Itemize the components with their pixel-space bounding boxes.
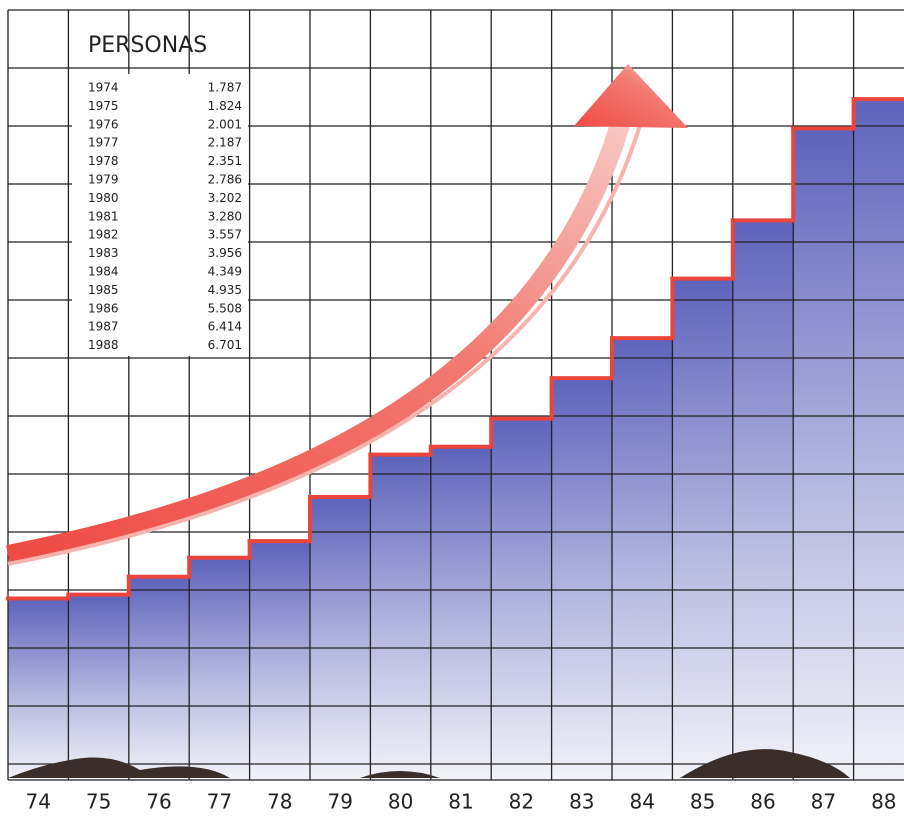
table-value: 3.280 <box>208 209 242 223</box>
x-tick-label: 77 <box>207 790 232 814</box>
table-year: 1979 <box>88 173 119 187</box>
table-year: 1978 <box>88 154 119 168</box>
table-year: 1977 <box>88 136 119 150</box>
step-fill <box>672 278 733 780</box>
step-fill <box>551 378 612 780</box>
table-year: 1986 <box>88 301 119 315</box>
step-fill <box>491 418 552 780</box>
table-value: 2.187 <box>208 136 242 150</box>
step-fill <box>249 541 310 780</box>
step-fill <box>853 99 904 780</box>
table-value: 3.202 <box>208 191 242 205</box>
table-value: 2.351 <box>208 154 242 168</box>
table-value: 6.701 <box>208 338 242 352</box>
table-year: 1985 <box>88 283 119 297</box>
table-year: 1974 <box>88 81 119 95</box>
table-year: 1981 <box>88 209 119 223</box>
table-year: 1987 <box>88 320 119 334</box>
x-tick-label: 74 <box>25 790 50 814</box>
step-fill <box>370 454 431 780</box>
table-year: 1980 <box>88 191 119 205</box>
ground-silhouette <box>360 771 440 778</box>
table-background <box>72 74 248 356</box>
table-value: 6.414 <box>208 320 242 334</box>
step-fill <box>310 496 371 780</box>
x-tick-label: 78 <box>267 790 292 814</box>
x-tick-label: 83 <box>569 790 594 814</box>
ground-silhouette <box>680 749 850 778</box>
table-value: 5.508 <box>208 301 242 315</box>
table-year: 1982 <box>88 228 119 242</box>
step-fill <box>189 557 250 780</box>
x-tick-label: 85 <box>690 790 715 814</box>
x-tick-label: 88 <box>871 790 896 814</box>
table-value: 4.935 <box>208 283 242 297</box>
area-layer <box>8 99 904 781</box>
arrow-shaft <box>6 115 632 565</box>
arrow-shadow <box>7 124 642 566</box>
x-tick-label: 84 <box>629 790 654 814</box>
ground-silhouette <box>8 757 230 778</box>
x-tick-label: 79 <box>327 790 352 814</box>
step-fill <box>430 446 492 780</box>
step-fill <box>8 598 69 780</box>
table-value: 2.786 <box>208 173 242 187</box>
table-value: 3.557 <box>208 228 242 242</box>
table-value: 3.956 <box>208 246 242 260</box>
arrow-head <box>574 64 688 128</box>
x-tick-label: 76 <box>146 790 171 814</box>
x-tick-label: 75 <box>86 790 111 814</box>
growth-arrow <box>6 64 688 566</box>
table-year: 1983 <box>88 246 119 260</box>
step-fill <box>128 576 190 780</box>
step-fill <box>732 220 794 780</box>
table-year: 1975 <box>88 99 119 113</box>
x-tick-label: 82 <box>509 790 534 814</box>
chart-title: PERSONAS <box>88 33 207 58</box>
step-layer <box>6 97 904 601</box>
table-year: 1988 <box>88 338 119 352</box>
x-tick-label: 87 <box>811 790 836 814</box>
table-year: 1984 <box>88 265 119 279</box>
ground <box>8 749 850 778</box>
step-fill <box>793 128 854 781</box>
labels: 74 1974 1.787 75 1975 1.824 76 1976 2.001 77 1977 2… <box>25 81 896 814</box>
x-tick-label: 81 <box>448 790 473 814</box>
table-year: 1976 <box>88 117 119 131</box>
x-tick-label: 80 <box>388 790 413 814</box>
table-value: 4.349 <box>208 265 242 279</box>
step-fill <box>68 594 129 780</box>
grid <box>7 9 904 781</box>
table-value: 1.787 <box>208 81 242 95</box>
table-value: 1.824 <box>208 99 242 113</box>
table-value: 2.001 <box>208 117 242 131</box>
x-tick-label: 86 <box>750 790 775 814</box>
step-fill <box>612 338 673 780</box>
